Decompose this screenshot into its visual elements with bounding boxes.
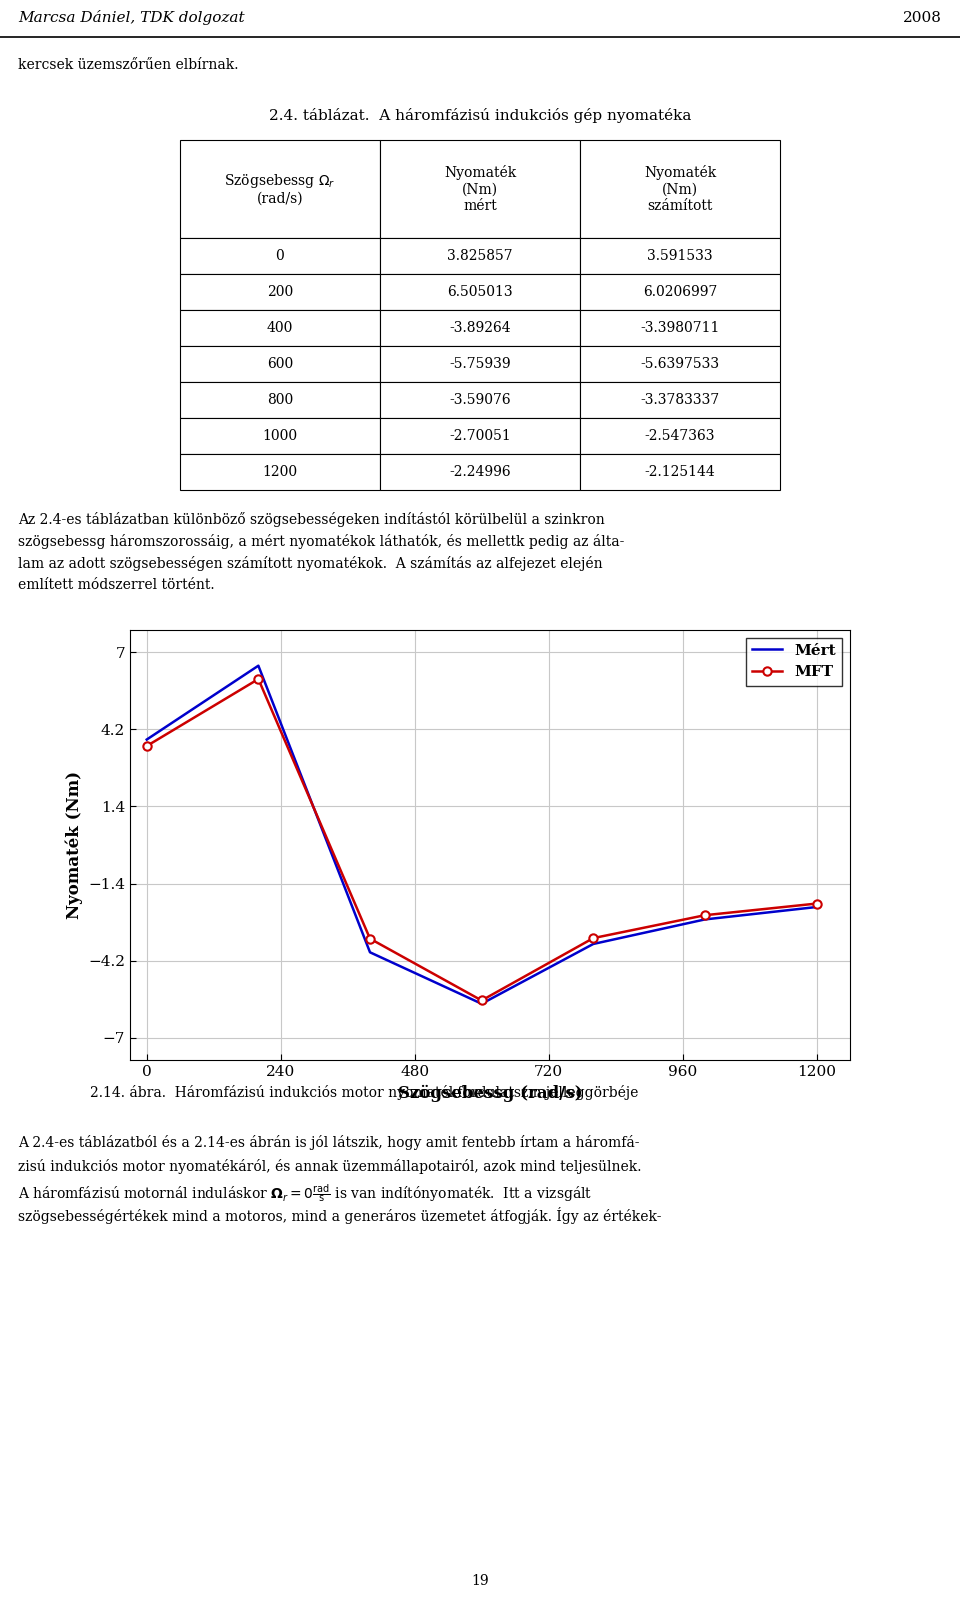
X-axis label: Szögsebessg (rad/s): Szögsebessg (rad/s) [397, 1085, 583, 1101]
Text: Marcsa Dániel, TDK dolgozat: Marcsa Dániel, TDK dolgozat [18, 10, 245, 26]
Mért [588, 935, 599, 954]
Y-axis label: Nyomaték (Nm): Nyomaték (Nm) [65, 771, 83, 919]
MFT [811, 895, 823, 914]
Text: 2.4. táblázat.  A háromfázisú indukciós gép nyomatéka: 2.4. táblázat. A háromfázisú indukciós g… [269, 108, 691, 123]
Mért [252, 656, 264, 675]
Text: 19: 19 [471, 1573, 489, 1588]
Text: 2008: 2008 [903, 11, 942, 26]
Text: lam az adott szögsebességen számított nyomatékok.  A számítás az alfejezet elejé: lam az adott szögsebességen számított ny… [18, 556, 603, 571]
MFT [699, 906, 710, 925]
MFT [588, 929, 599, 948]
Text: szögsebessg háromszorossáig, a mért nyomatékok láthatók, és mellettk pedig az ál: szögsebessg háromszorossáig, a mért nyom… [18, 534, 624, 550]
MFT [141, 737, 153, 756]
Line: Mért: Mért [147, 666, 817, 1004]
Legend: Mért, MFT: Mért, MFT [746, 638, 842, 685]
Text: A háromfázisú motornál induláskor $\mathbf{\Omega}_r = 0\frac{\mathrm{rad}}{\mat: A háromfázisú motornál induláskor $\math… [18, 1183, 592, 1206]
MFT [476, 991, 488, 1011]
Text: zisú indukciós motor nyomatékáról, és annak üzemmállapotairól, azok mind teljesü: zisú indukciós motor nyomatékáról, és an… [18, 1159, 641, 1174]
MFT [252, 669, 264, 688]
Mért [141, 730, 153, 750]
Text: szögsebességértékek mind a motoros, mind a generáros üzemetet átfogják. Így az é: szögsebességértékek mind a motoros, mind… [18, 1207, 661, 1224]
MFT [364, 929, 375, 948]
Text: 2.14. ábra.  Háromfázisú indukciós motor nyomatékfordulatszm jelleggörbéje: 2.14. ábra. Háromfázisú indukciós motor … [90, 1085, 638, 1099]
Text: Az 2.4-es táblázatban különböző szögsebességeken indítástól körülbelül a szinkro: Az 2.4-es táblázatban különböző szögsebe… [18, 513, 605, 527]
Text: kercsek üzemszőrűen elbírnak.: kercsek üzemszőrűen elbírnak. [18, 58, 238, 73]
Line: MFT: MFT [143, 675, 821, 1004]
Text: A 2.4-es táblázatból és a 2.14-es ábrán is jól látszik, hogy amit fentebb írtam : A 2.4-es táblázatból és a 2.14-es ábrán … [18, 1135, 639, 1149]
Mért [699, 909, 710, 929]
Mért [364, 943, 375, 962]
Mért [476, 995, 488, 1014]
Mért [811, 898, 823, 917]
Text: említett módszerrel történt.: említett módszerrel történt. [18, 579, 215, 592]
